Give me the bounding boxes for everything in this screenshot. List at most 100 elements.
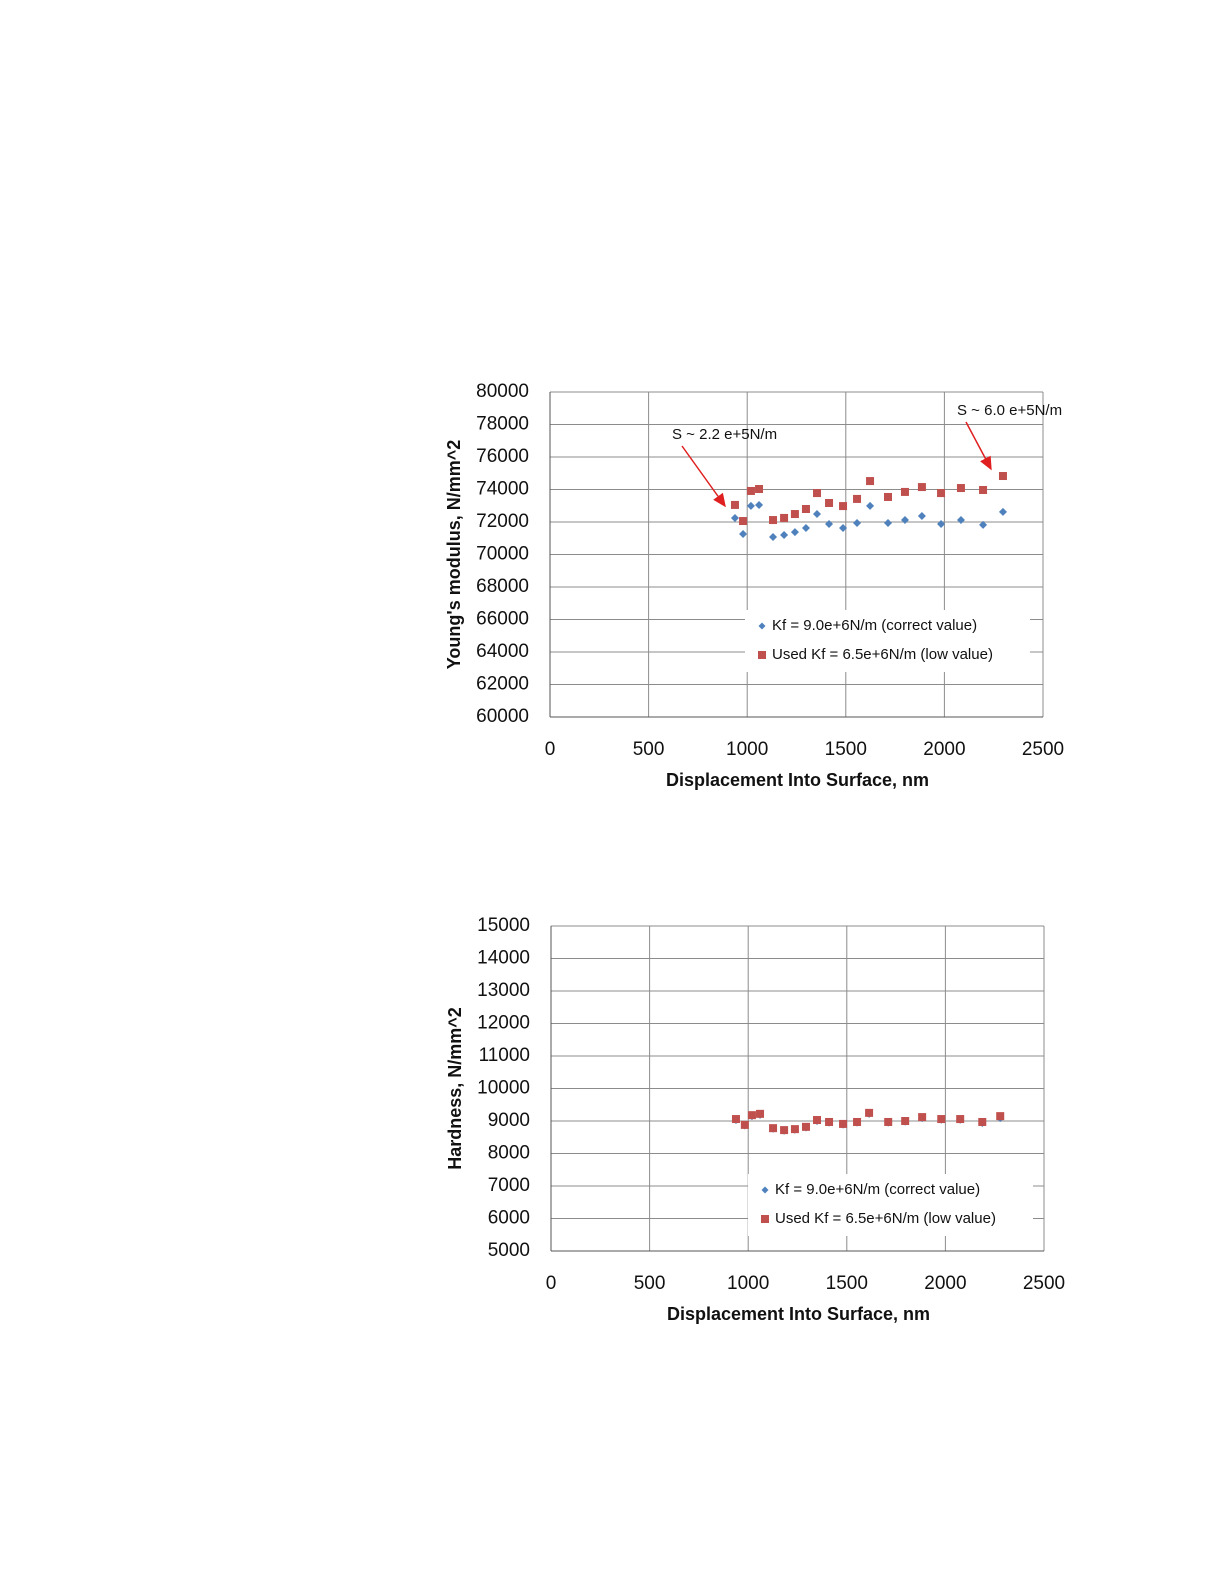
legend-marker [761, 1215, 769, 1223]
point [756, 1109, 765, 1118]
point [730, 500, 739, 509]
x-tick-label: 1500 [826, 1273, 868, 1294]
y-tick-label: 76000 [476, 446, 529, 467]
annotation-arrow [681, 445, 726, 508]
point [866, 501, 875, 510]
legend-label: Used Kf = 6.5e+6N/m (low value) [772, 646, 993, 663]
point [755, 485, 764, 494]
point [853, 1117, 862, 1126]
x-axis-title: Displacement Into Surface, nm [667, 1304, 930, 1324]
legend-label: Kf = 9.0e+6N/m (correct value) [772, 617, 977, 634]
y-tick-label: 13000 [477, 980, 530, 1001]
point [825, 498, 834, 507]
legend-marker [758, 622, 766, 630]
y-tick-label: 70000 [476, 544, 529, 565]
y-tick-label: 60000 [476, 706, 529, 727]
x-tick-label: 2000 [924, 1273, 966, 1294]
point [853, 518, 862, 527]
point [884, 492, 893, 501]
point [998, 472, 1007, 481]
y-tick-label: 66000 [476, 609, 529, 630]
point [747, 1111, 756, 1120]
y-axis-title: Hardness, N/mm^2 [445, 1007, 465, 1170]
y-tick-label: 78000 [476, 414, 529, 435]
y-tick-label: 15000 [477, 915, 530, 936]
point [917, 483, 926, 492]
y-tick-label: 72000 [476, 511, 529, 532]
point [900, 516, 909, 525]
point [739, 517, 748, 526]
y-tick-label: 10000 [477, 1078, 530, 1099]
point [769, 1124, 778, 1133]
point [956, 1115, 965, 1124]
x-tick-label: 1500 [825, 739, 867, 760]
point [790, 1125, 799, 1134]
point [780, 513, 789, 522]
point [813, 1116, 822, 1125]
point [740, 1120, 749, 1129]
point [780, 531, 789, 539]
y-tick-label: 14000 [477, 948, 530, 969]
point [937, 519, 946, 528]
point [901, 1117, 910, 1125]
x-tick-label: 1000 [727, 1273, 769, 1294]
x-tick-label: 0 [546, 1273, 557, 1294]
point [979, 485, 988, 494]
y-axis-title: Young's modulus, N/mm^2 [444, 440, 464, 669]
point [739, 530, 748, 539]
point [769, 516, 778, 525]
point [978, 1117, 987, 1126]
point [839, 1119, 848, 1128]
point [746, 486, 755, 495]
point [853, 494, 862, 503]
point [825, 519, 834, 528]
point [731, 1115, 740, 1124]
point [730, 513, 739, 522]
y-tick-label: 9000 [488, 1110, 530, 1131]
point [790, 528, 799, 537]
point [801, 505, 810, 513]
point [780, 1126, 789, 1135]
y-tick-label: 5000 [488, 1240, 530, 1261]
point [937, 1115, 946, 1124]
legend-marker [758, 651, 766, 659]
legend-marker [761, 1186, 769, 1194]
point [918, 1113, 927, 1122]
y-tick-label: 80000 [476, 381, 529, 402]
annotation: S ~ 2.2 e+5N/m [672, 426, 777, 443]
point [979, 520, 988, 529]
annotation-arrow [965, 421, 992, 471]
y-tick-label: 62000 [476, 674, 529, 695]
x-tick-label: 2500 [1022, 739, 1064, 760]
point [866, 477, 875, 486]
y-tick-label: 68000 [476, 576, 529, 597]
point [801, 524, 810, 533]
annotation: S ~ 6.0 e+5N/m [957, 402, 1062, 419]
point [884, 1117, 893, 1126]
y-tick-label: 11000 [479, 1045, 530, 1066]
point [884, 518, 893, 527]
point [746, 501, 755, 510]
point [956, 516, 965, 525]
point [865, 1108, 874, 1117]
x-tick-label: 2500 [1023, 1273, 1065, 1294]
point [769, 532, 778, 541]
point [813, 510, 822, 519]
legend-label: Used Kf = 6.5e+6N/m (low value) [775, 1210, 996, 1227]
x-tick-label: 1000 [726, 739, 768, 760]
point [801, 1122, 810, 1131]
y-tick-label: 64000 [476, 641, 529, 662]
point [937, 489, 946, 498]
point [917, 511, 926, 520]
point [998, 507, 1007, 516]
y-tick-label: 8000 [488, 1143, 530, 1164]
y-tick-label: 6000 [488, 1208, 530, 1229]
point [790, 510, 799, 519]
x-tick-label: 0 [545, 739, 556, 760]
y-tick-label: 74000 [476, 479, 529, 500]
legend-box [745, 610, 1030, 672]
legend-box [748, 1174, 1033, 1236]
x-tick-label: 500 [634, 1273, 666, 1294]
y-tick-label: 7000 [488, 1175, 530, 1196]
